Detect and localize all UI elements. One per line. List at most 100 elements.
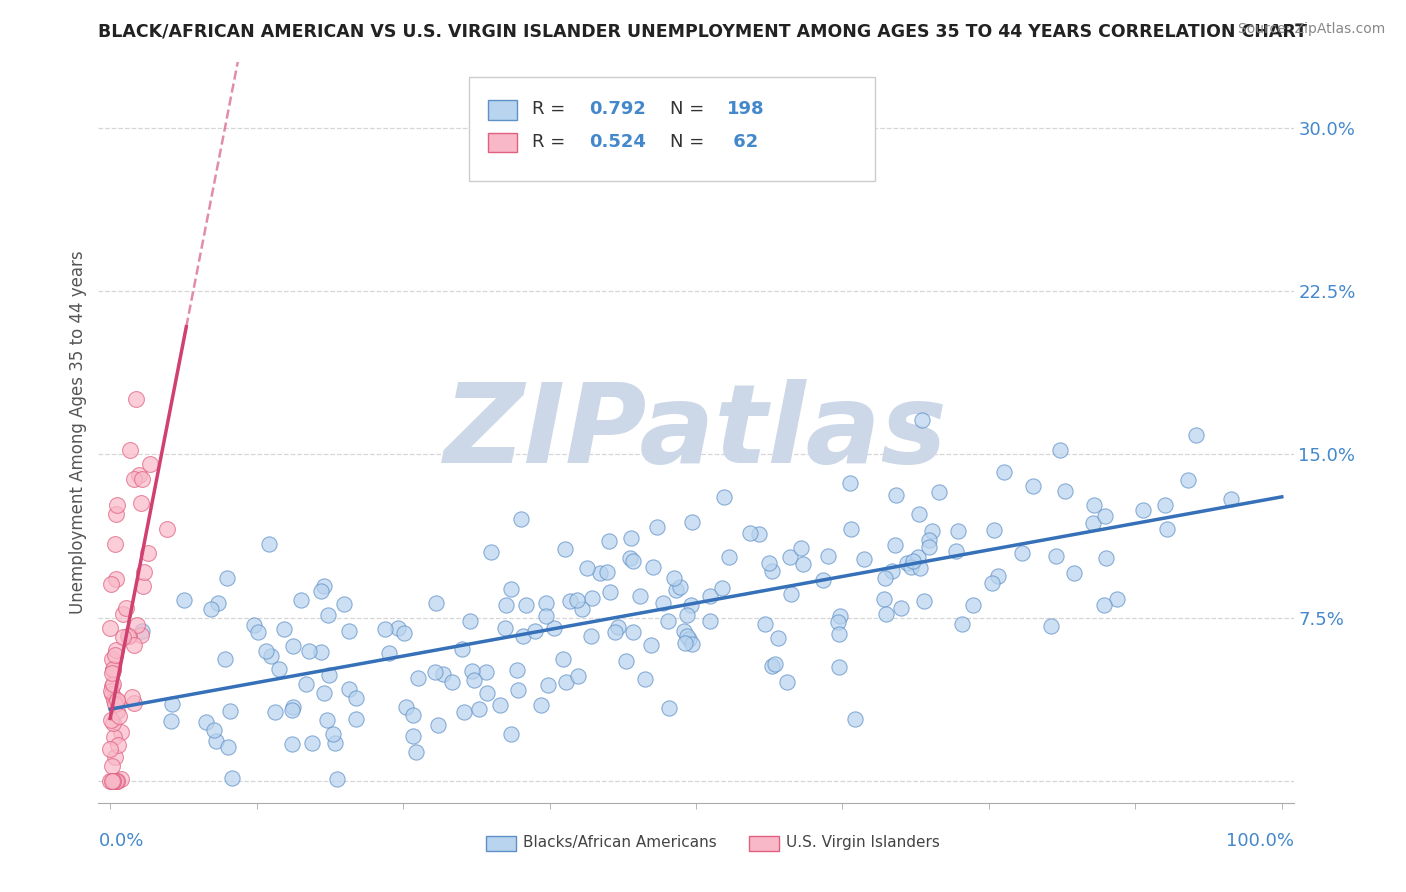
Point [118,443,141,458]
Point [173,592,195,607]
Point [267,661,290,675]
Point [221,771,243,785]
Point [101,663,124,677]
Point [219,704,242,718]
Point [105,694,128,708]
FancyBboxPatch shape [485,836,516,851]
Point [100,774,122,789]
Point [675,608,697,623]
Point [543,621,565,635]
Point [962,598,984,612]
Point [921,524,943,539]
Point [105,498,128,512]
Point [619,551,641,566]
Point [554,542,576,557]
Point [576,561,599,575]
Point [1220,492,1243,507]
Point [524,624,547,639]
Point [620,531,643,545]
Point [1094,509,1116,524]
Point [662,570,685,584]
Point [651,596,673,610]
Text: R =: R = [533,100,571,118]
Point [337,681,360,696]
Point [101,666,124,681]
Point [425,596,447,610]
Point [603,624,626,639]
Point [681,515,703,529]
Point [1053,483,1076,498]
Point [713,490,735,504]
Point [515,599,537,613]
Point [392,626,415,640]
Point [344,712,367,726]
Point [105,774,128,789]
Point [374,622,396,636]
Point [607,620,630,634]
Point [950,617,973,632]
Point [104,648,127,662]
Point [908,561,931,575]
Point [875,607,897,622]
Point [129,496,152,510]
Point [316,713,339,727]
Point [127,617,149,632]
Point [105,693,128,707]
Point [890,601,912,615]
Point [105,774,128,789]
Point [475,686,498,700]
Point [664,583,686,598]
Point [634,673,657,687]
Point [1083,499,1105,513]
Text: 100.0%: 100.0% [1226,832,1294,850]
FancyBboxPatch shape [748,836,779,851]
Point [337,624,360,638]
Point [131,624,153,638]
Point [131,473,153,487]
Point [673,636,696,650]
Point [681,598,703,612]
Point [873,571,896,585]
Point [830,608,852,623]
Point [676,629,699,643]
Point [1011,546,1033,560]
Point [779,550,801,565]
Point [217,739,239,754]
Point [1105,592,1128,607]
Point [344,690,367,705]
Point [596,565,619,579]
Text: BLACK/AFRICAN AMERICAN VS U.S. VIRGIN ISLANDER UNEMPLOYMENT AMONG AGES 35 TO 44 : BLACK/AFRICAN AMERICAN VS U.S. VIRGIN IS… [98,22,1308,40]
Point [112,631,135,645]
Point [440,675,463,690]
Point [623,554,645,568]
Point [205,734,228,748]
Point [1049,442,1071,457]
Point [322,727,344,741]
Point [314,686,336,700]
Point [489,698,512,712]
Point [918,540,941,554]
Point [987,568,1010,582]
Point [1021,479,1043,493]
Point [790,541,813,555]
Point [838,475,860,490]
Text: 62: 62 [727,133,758,151]
Point [122,472,145,486]
Point [207,597,229,611]
Point [571,601,593,615]
Point [103,774,125,789]
Point [281,737,304,751]
Point [103,537,125,551]
Point [117,629,139,643]
Point [100,742,122,756]
Point [254,644,277,658]
Point [98,621,121,635]
Point [283,700,305,714]
Point [290,593,312,607]
Point [402,707,425,722]
Point [318,668,340,682]
Point [100,576,122,591]
Point [911,412,934,426]
Point [1095,551,1118,566]
Text: Source: ZipAtlas.com: Source: ZipAtlas.com [1237,22,1385,37]
